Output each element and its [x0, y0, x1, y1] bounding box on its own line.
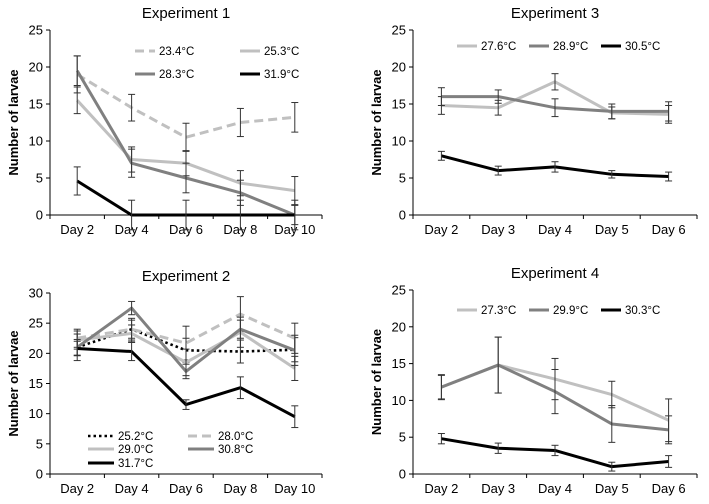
legend-item: 30.8°C	[188, 444, 253, 456]
legend-label: 25.2°C	[118, 431, 153, 443]
legend-label: 31.7°C	[118, 458, 153, 470]
legend-label: 29.9°C	[553, 305, 588, 317]
y-tick-label: 25	[392, 23, 406, 38]
chart-title: Experiment 2	[142, 268, 230, 285]
y-axis-label: Number of larvae	[6, 330, 21, 436]
chart-panel-3: Experiment 2 Number of larvae 0 5 10 15 20 25 30…	[6, 268, 323, 496]
legend-label: 28.9°C	[553, 41, 588, 53]
legend-item: 23.4°C	[135, 46, 194, 58]
x-tick-label: Day 5	[595, 481, 629, 496]
legend-item: 31.9°C	[240, 69, 299, 81]
legend-label: 29.0°C	[118, 444, 153, 456]
legend-label: 27.6°C	[481, 41, 516, 53]
series-2	[437, 336, 673, 445]
y-tick-label: 5	[36, 171, 43, 186]
y-tick-label: 10	[29, 134, 43, 149]
chart-panel-1: Experiment 1 Number of larvae 0 5 10 15 20 25 Da…	[6, 5, 323, 237]
y-axis-label: Number of larvae	[6, 69, 21, 175]
legend-item: 29.9°C	[529, 305, 588, 317]
legend-item: 30.5°C	[601, 41, 660, 53]
series-4	[73, 166, 299, 231]
y-tick-label: 5	[36, 436, 43, 451]
x-tick-label: Day 4	[115, 481, 149, 496]
legend-label: 31.9°C	[264, 69, 299, 81]
series-3	[73, 55, 299, 226]
y-tick-label: 5	[399, 171, 406, 186]
legend-label: 30.3°C	[625, 305, 660, 317]
legend-label: 28.0°C	[218, 431, 253, 443]
y-tick-label: 0	[399, 208, 406, 223]
legend-item: 25.2°C	[88, 431, 153, 443]
legend: 23.4°C 25.3°C 28.3°C 31.9°C	[135, 46, 299, 81]
legend-item: 30.3°C	[601, 305, 660, 317]
series-3	[437, 433, 673, 472]
x-tick-label: Day 8	[223, 481, 257, 496]
y-tick-label: 30	[29, 286, 43, 301]
y-tick-label: 15	[29, 376, 43, 391]
legend-item: 25.3°C	[240, 46, 299, 58]
y-tick-label: 25	[392, 283, 406, 298]
x-tick-label: Day 2	[424, 222, 458, 237]
y-tick-label: 10	[392, 393, 406, 408]
chart-title: Experiment 3	[511, 5, 599, 22]
series-2	[437, 87, 673, 122]
y-tick-label: 0	[36, 467, 43, 482]
series-3	[437, 150, 673, 182]
legend-item: 28.9°C	[529, 41, 588, 53]
legend-label: 23.4°C	[159, 46, 194, 58]
legend: 27.6°C 28.9°C 30.5°C	[457, 41, 660, 53]
y-tick-label: 20	[392, 319, 406, 334]
x-tick-label: Day 3	[481, 481, 515, 496]
legend-item: 28.3°C	[135, 69, 194, 81]
legend-label: 27.3°C	[481, 305, 516, 317]
x-tick-label: Day 2	[60, 222, 94, 237]
y-tick-label: 20	[29, 60, 43, 75]
chart-title: Experiment 4	[511, 265, 599, 282]
x-tick-label: Day 2	[60, 481, 94, 496]
legend-item: 27.3°C	[457, 305, 516, 317]
y-axis-label: Number of larvae	[369, 329, 384, 435]
y-tick-label: 15	[392, 356, 406, 371]
legend: 27.3°C 29.9°C 30.3°C	[457, 305, 660, 317]
y-tick-label: 25	[29, 316, 43, 331]
legend-item: 27.6°C	[457, 41, 516, 53]
legend-label: 30.5°C	[625, 41, 660, 53]
chart-title: Experiment 1	[142, 5, 230, 22]
chart-panel-2: Experiment 3 Number of larvae 0 5 10 15 20 25 Da…	[369, 5, 698, 237]
x-tick-label: Day 10	[274, 481, 315, 496]
series-line	[76, 73, 295, 139]
legend-label: 28.3°C	[159, 69, 194, 81]
y-tick-label: 0	[399, 467, 406, 482]
series-line	[76, 312, 296, 345]
x-tick-label: Day 2	[424, 481, 458, 496]
legend-item: 29.0°C	[88, 444, 153, 456]
x-tick-label: Day 4	[538, 481, 572, 496]
y-tick-label: 10	[29, 406, 43, 421]
y-tick-label: 15	[29, 97, 43, 112]
y-axis-label: Number of larvae	[369, 69, 384, 175]
x-tick-label: Day 6	[652, 481, 686, 496]
x-tick-label: Day 4	[538, 222, 572, 237]
legend-item: 31.7°C	[88, 458, 153, 470]
y-tick-label: 15	[392, 97, 406, 112]
legend-label: 30.8°C	[218, 444, 253, 456]
series-5	[73, 340, 299, 429]
x-tick-label: Day 3	[481, 222, 515, 237]
legend-label: 25.3°C	[264, 46, 299, 58]
y-tick-label: 10	[392, 134, 406, 149]
y-tick-label: 0	[36, 208, 43, 223]
y-tick-label: 25	[29, 23, 43, 38]
legend: 25.2°C 28.0°C 29.0°C 30.8°C 31.7°C	[88, 431, 253, 470]
x-tick-label: Day 6	[652, 222, 686, 237]
y-tick-label: 20	[29, 346, 43, 361]
legend-item: 28.0°C	[188, 431, 253, 443]
y-tick-label: 20	[392, 60, 406, 75]
chart-panel-4: Experiment 4 Number of larvae 0 5 10 15 20 25 Da…	[369, 265, 698, 496]
x-tick-label: Day 5	[595, 222, 629, 237]
x-tick-label: Day 6	[169, 481, 203, 496]
y-tick-label: 5	[399, 430, 406, 445]
